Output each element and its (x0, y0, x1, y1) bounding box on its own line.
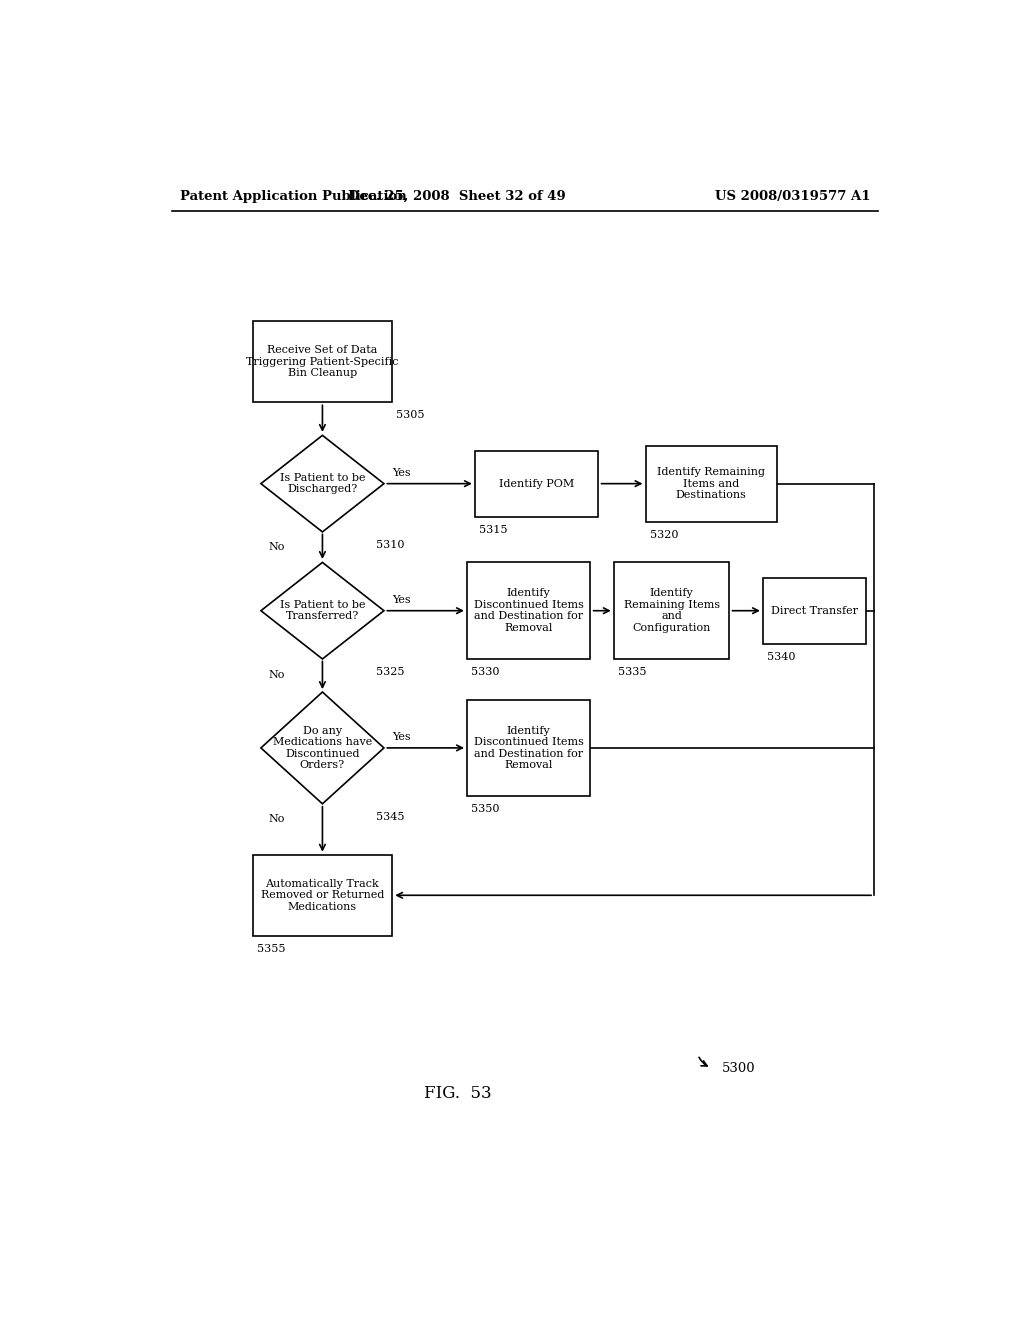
Text: Identify
Remaining Items
and
Configuration: Identify Remaining Items and Configurati… (624, 589, 720, 634)
Text: Is Patient to be
Discharged?: Is Patient to be Discharged? (280, 473, 366, 495)
Text: Yes: Yes (392, 594, 411, 605)
FancyBboxPatch shape (253, 321, 392, 403)
Text: Is Patient to be
Transferred?: Is Patient to be Transferred? (280, 599, 366, 622)
Text: Yes: Yes (392, 467, 411, 478)
Text: No: No (268, 669, 285, 680)
Polygon shape (261, 692, 384, 804)
FancyBboxPatch shape (467, 562, 590, 659)
Text: Patent Application Publication: Patent Application Publication (179, 190, 407, 202)
Text: No: No (268, 541, 285, 552)
Text: Yes: Yes (392, 731, 411, 742)
Text: 5355: 5355 (257, 944, 286, 954)
FancyBboxPatch shape (614, 562, 729, 659)
Text: Dec. 25, 2008  Sheet 32 of 49: Dec. 25, 2008 Sheet 32 of 49 (348, 190, 566, 202)
FancyBboxPatch shape (467, 700, 590, 796)
Text: Identify
Discontinued Items
and Destination for
Removal: Identify Discontinued Items and Destinat… (474, 589, 584, 634)
Text: FIG.  53: FIG. 53 (424, 1085, 492, 1102)
Text: Identify Remaining
Items and
Destinations: Identify Remaining Items and Destination… (657, 467, 765, 500)
Text: 5350: 5350 (471, 804, 500, 814)
FancyBboxPatch shape (253, 854, 392, 936)
Text: Receive Set of Data
Triggering Patient-Specific
Bin Cleanup: Receive Set of Data Triggering Patient-S… (246, 345, 398, 379)
Text: US 2008/0319577 A1: US 2008/0319577 A1 (715, 190, 870, 202)
Text: 5340: 5340 (767, 652, 796, 661)
Text: 5310: 5310 (376, 540, 404, 550)
Text: Do any
Medications have
Discontinued
Orders?: Do any Medications have Discontinued Ord… (272, 726, 372, 771)
Text: Identify
Discontinued Items
and Destination for
Removal: Identify Discontinued Items and Destinat… (474, 726, 584, 771)
FancyBboxPatch shape (763, 578, 866, 644)
Text: 5335: 5335 (618, 667, 646, 677)
Text: No: No (268, 814, 285, 824)
Text: Direct Transfer: Direct Transfer (771, 606, 858, 615)
Text: 5305: 5305 (396, 411, 424, 421)
Polygon shape (261, 436, 384, 532)
Text: 5315: 5315 (479, 525, 508, 535)
Polygon shape (261, 562, 384, 659)
Text: 5345: 5345 (376, 812, 404, 822)
Text: Automatically Track
Removed or Returned
Medications: Automatically Track Removed or Returned … (261, 879, 384, 912)
Text: Identify POM: Identify POM (499, 479, 574, 488)
Text: 5330: 5330 (471, 667, 500, 677)
FancyBboxPatch shape (646, 446, 777, 521)
Text: 5320: 5320 (650, 529, 678, 540)
FancyBboxPatch shape (475, 450, 598, 516)
Text: 5325: 5325 (376, 667, 404, 677)
Text: 5300: 5300 (722, 1061, 756, 1074)
